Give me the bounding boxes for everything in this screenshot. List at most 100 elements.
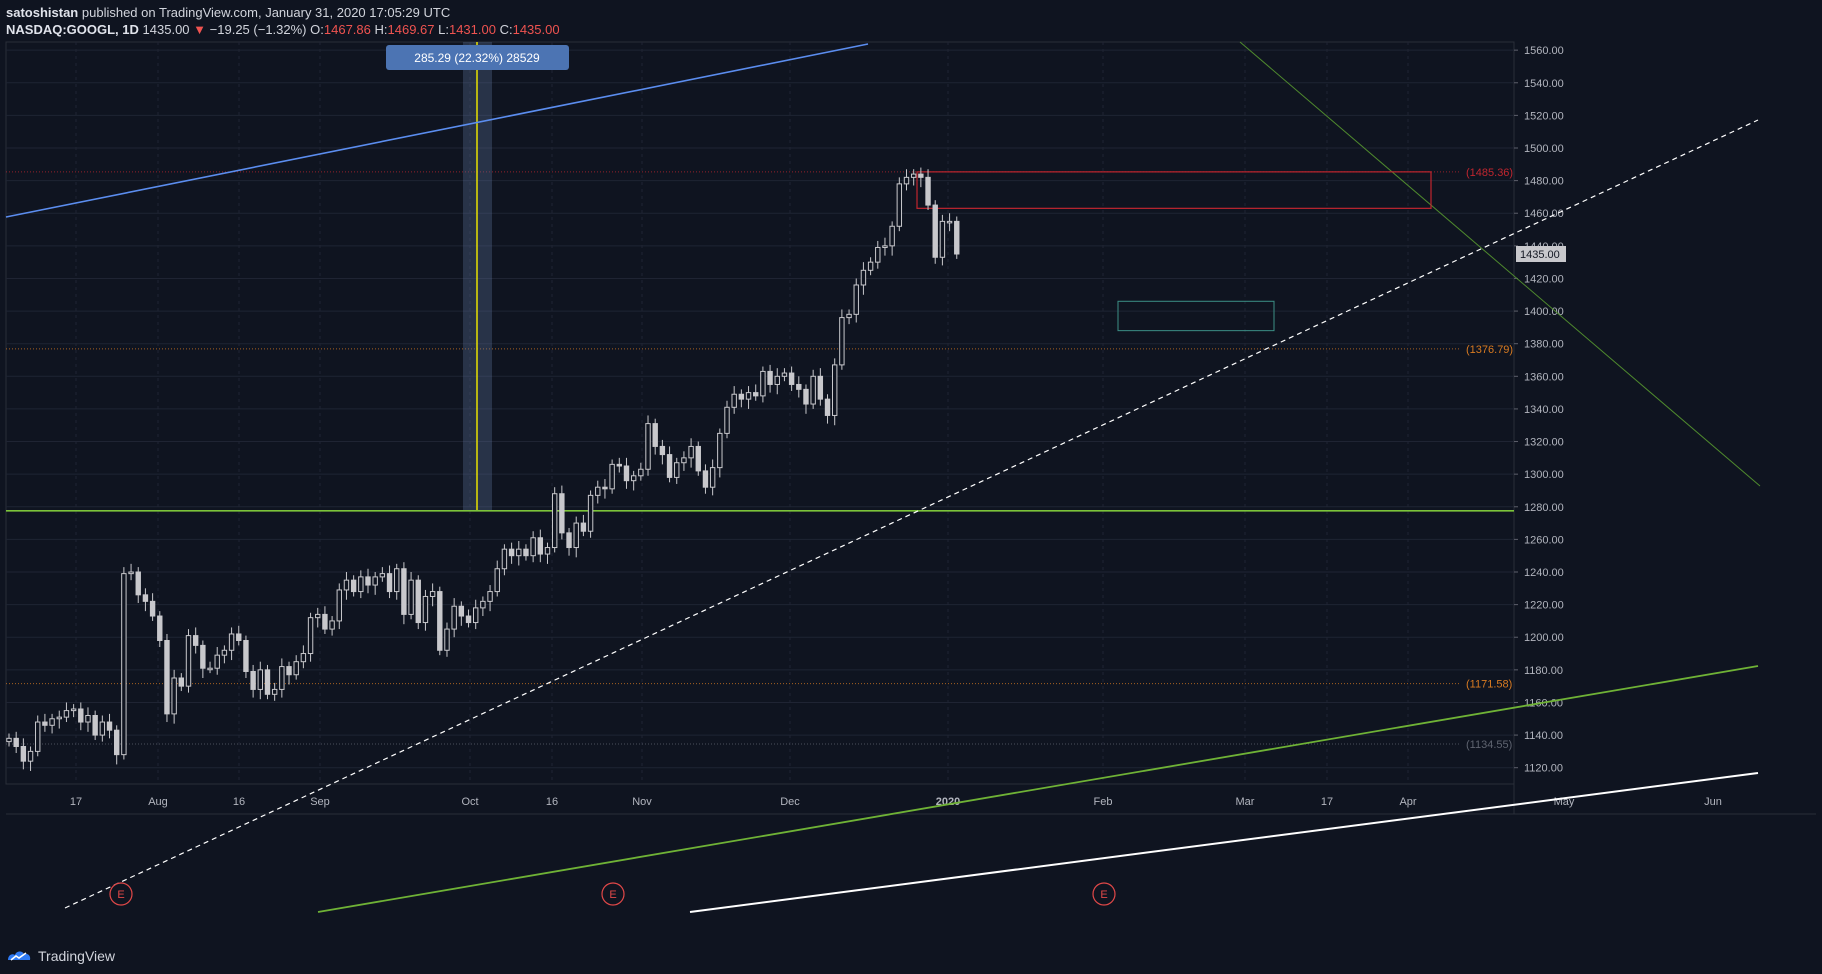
candle	[659, 439, 666, 465]
candle-body	[516, 548, 522, 557]
candle	[480, 596, 486, 617]
candle-body	[429, 591, 436, 597]
candle	[530, 531, 536, 563]
candle	[394, 563, 400, 600]
candle-body	[896, 183, 903, 227]
candle-body	[745, 392, 752, 400]
candle-body	[875, 246, 881, 263]
x-tick-label: Nov	[632, 796, 652, 808]
candle-body	[573, 522, 579, 549]
candle-body	[114, 729, 120, 756]
candle-body	[817, 375, 824, 400]
candle	[228, 627, 235, 661]
close-label: C:	[499, 22, 513, 37]
earnings-marker[interactable]: E	[1092, 882, 1116, 906]
author-name[interactable]: satoshistan	[6, 5, 79, 20]
candle	[207, 661, 213, 674]
candle	[171, 669, 177, 724]
candle-body	[164, 639, 170, 715]
candle	[810, 369, 816, 409]
candle-body	[358, 576, 364, 593]
x-tick-label: 16	[546, 796, 558, 808]
candle	[358, 570, 364, 599]
earnings-marker[interactable]: E	[601, 882, 625, 906]
candle	[910, 169, 917, 186]
y-tick-label: 1140.00	[1524, 730, 1563, 742]
candle	[853, 278, 859, 323]
candle-body	[465, 615, 472, 624]
candle-body	[99, 721, 106, 736]
candle-body	[717, 432, 723, 469]
y-tick-label: 1500.00	[1524, 143, 1564, 155]
earnings-marker-circle	[601, 882, 625, 906]
candle	[932, 200, 938, 264]
candle	[580, 514, 587, 537]
candle-body	[458, 605, 465, 617]
candle-body	[724, 406, 730, 434]
candle	[609, 459, 615, 494]
earnings-marker[interactable]: E	[109, 882, 133, 906]
candle-body	[92, 715, 98, 736]
tradingview-logo-icon[interactable]	[6, 948, 32, 964]
publish-line: satoshistan published on TradingView.com…	[6, 4, 1816, 21]
candle	[623, 457, 630, 489]
down-arrow-icon: ▼	[193, 22, 207, 37]
y-tick-label: 1220.00	[1524, 600, 1564, 612]
candle	[630, 470, 637, 491]
candle	[709, 459, 716, 496]
candle	[250, 664, 256, 698]
brand-label[interactable]: TradingView	[38, 948, 116, 964]
candle	[386, 565, 393, 599]
candle-body	[939, 220, 946, 258]
candle-body	[846, 313, 852, 319]
candle-body	[444, 628, 450, 651]
candle-body	[602, 486, 608, 490]
candle	[652, 418, 658, 455]
candle	[473, 599, 479, 630]
candle	[559, 485, 565, 540]
candle-body	[386, 573, 393, 593]
candle-body	[185, 635, 192, 687]
y-tick-label: 1200.00	[1524, 632, 1564, 644]
candle-body	[508, 548, 515, 557]
candle-body	[128, 571, 134, 575]
candle	[429, 583, 436, 607]
candle	[121, 567, 127, 760]
candle-body	[810, 375, 816, 405]
candle-body	[946, 220, 953, 224]
y-tick-label: 1340.00	[1524, 404, 1564, 416]
candle-body	[659, 445, 666, 456]
candle-body	[415, 579, 421, 624]
candle	[135, 567, 141, 603]
lower-green-channel	[317, 665, 1759, 913]
high-value: 1469.67	[387, 22, 435, 37]
candle-body	[882, 245, 888, 248]
candle-body	[803, 388, 809, 405]
candle	[293, 655, 299, 680]
candle-body	[214, 654, 220, 669]
candle	[408, 572, 414, 620]
candle	[494, 560, 500, 597]
candle	[566, 527, 572, 556]
candle-body	[796, 383, 802, 390]
candle-body	[925, 176, 931, 206]
candle-body	[630, 475, 637, 482]
candle	[300, 645, 307, 669]
candle	[731, 386, 737, 414]
candle	[501, 544, 508, 576]
candle-body	[559, 493, 565, 534]
candle	[200, 640, 206, 678]
candle-body	[587, 494, 594, 532]
candle-body	[437, 591, 443, 651]
candle-body	[372, 576, 378, 586]
earnings-marker-label: E	[609, 889, 616, 901]
candle	[918, 167, 924, 188]
candle-body	[293, 661, 299, 676]
candle	[329, 616, 335, 636]
footer: TradingView	[6, 944, 115, 968]
y-tick-label: 1280.00	[1524, 502, 1564, 514]
symbol-label: NASDAQ:GOOGL, 1D	[6, 22, 139, 37]
candle-body	[286, 666, 292, 676]
candle	[846, 309, 852, 325]
